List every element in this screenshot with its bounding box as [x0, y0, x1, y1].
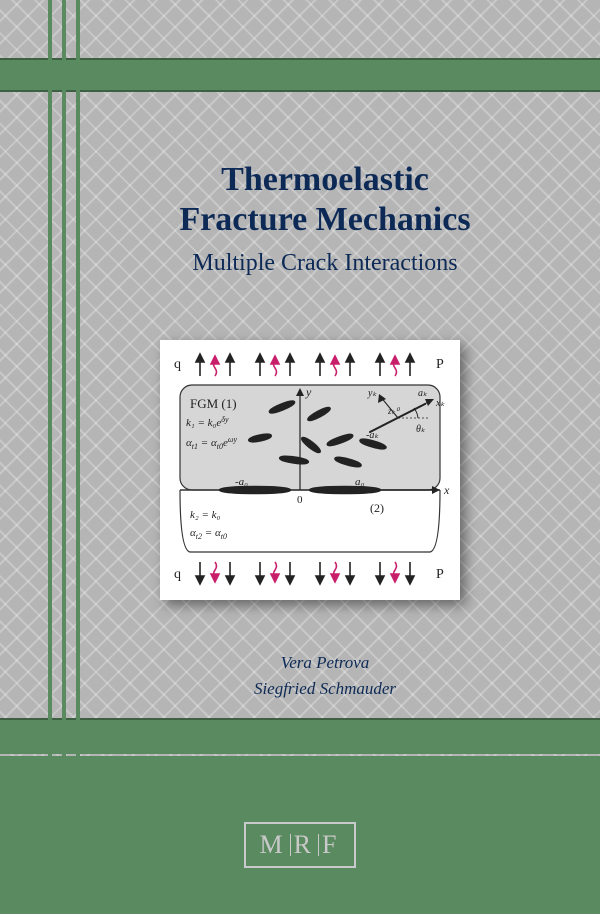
vertical-rule-1 — [48, 0, 52, 914]
bottom-stripe — [0, 718, 600, 756]
label-xk: xₖ — [435, 398, 445, 409]
top-band — [0, 58, 600, 92]
label-neg-a0: -a₀ — [235, 476, 248, 488]
publisher-logo: MRF — [244, 822, 357, 868]
label-thetak: θₖ — [416, 424, 426, 435]
label-ak: aₖ — [418, 388, 428, 399]
diagram-svg: q P q P FGM (1) k₁ = k₀eδy αt1 = αt0eωy … — [160, 340, 460, 600]
label-x: x — [443, 483, 450, 497]
label-fgm: FGM (1) — [190, 396, 237, 411]
label-zero: 0 — [297, 494, 303, 506]
label-region2: (2) — [370, 501, 384, 515]
label-k2: k₂ = k₀ — [190, 509, 221, 521]
vertical-rule-3 — [76, 0, 80, 914]
label-zk: zₖ⁰ — [387, 406, 400, 416]
bottom-arrows — [196, 562, 414, 584]
label-P-br: P — [436, 567, 444, 582]
book-title: Thermoelastic Fracture Mechanics — [100, 160, 550, 240]
label-q-bl: q — [174, 567, 181, 582]
book-cover: Thermoelastic Fracture Mechanics Multipl… — [0, 0, 600, 914]
book-subtitle: Multiple Crack Interactions — [100, 250, 550, 277]
label-neg-ak: -aₖ — [366, 430, 379, 441]
label-y: y — [305, 385, 312, 399]
substrate-outline — [180, 490, 440, 552]
vertical-rule-2 — [62, 0, 66, 914]
label-q-tl: q — [174, 357, 181, 372]
title-line-1: Thermoelastic — [221, 161, 429, 198]
label-P-tr: P — [436, 357, 444, 372]
label-at2: αt2 = αt0 — [190, 527, 227, 541]
label-yk: yₖ — [367, 388, 377, 399]
authors-block: Vera Petrova Siegfried Schmauder — [100, 650, 550, 701]
cover-diagram: q P q P FGM (1) k₁ = k₀eδy αt1 = αt0eωy … — [160, 340, 460, 600]
author-2: Siegfried Schmauder — [100, 676, 550, 702]
title-line-2: Fracture Mechanics — [179, 201, 470, 238]
title-block: Thermoelastic Fracture Mechanics Multipl… — [100, 160, 550, 277]
publisher-block: MRF — [0, 822, 600, 868]
label-pos-a0: a₀ — [355, 476, 365, 488]
top-arrows — [196, 354, 414, 376]
author-1: Vera Petrova — [100, 650, 550, 676]
